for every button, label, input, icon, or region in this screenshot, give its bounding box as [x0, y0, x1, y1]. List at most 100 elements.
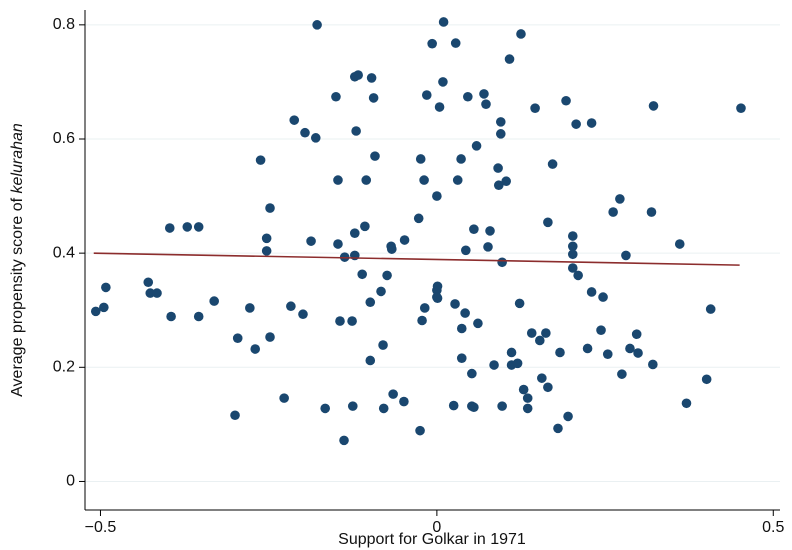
point: [516, 29, 526, 39]
point: [289, 115, 300, 125]
point: [365, 355, 376, 366]
point: [417, 315, 427, 326]
point: [353, 70, 363, 80]
point: [378, 340, 388, 350]
point: [232, 333, 243, 343]
point: [495, 129, 506, 139]
y-tick-label: 0.8: [53, 16, 75, 33]
point: [530, 103, 540, 113]
point: [582, 343, 593, 354]
point: [463, 91, 473, 102]
point: [485, 226, 495, 236]
point: [561, 95, 571, 106]
point: [543, 382, 553, 393]
point: [261, 233, 272, 244]
point: [333, 175, 343, 185]
fit-line: [93, 252, 740, 266]
point: [90, 306, 101, 317]
point: [101, 282, 111, 293]
point: [333, 239, 343, 249]
point: [522, 403, 533, 414]
point: [376, 286, 386, 297]
point: [625, 343, 635, 354]
point: [450, 38, 461, 48]
y-tick-label: 0.4: [53, 244, 75, 261]
point: [736, 103, 746, 113]
point: [370, 151, 380, 161]
point: [310, 133, 321, 143]
point: [230, 410, 240, 421]
point: [598, 292, 608, 302]
point: [427, 38, 437, 49]
point: [617, 369, 627, 379]
point: [567, 241, 578, 252]
point: [646, 207, 657, 217]
point: [518, 384, 529, 395]
point: [265, 203, 275, 213]
point: [99, 302, 109, 313]
point: [182, 222, 193, 232]
point: [357, 269, 367, 280]
point: [331, 91, 341, 102]
point: [298, 309, 308, 320]
y-tick-label: 0: [66, 473, 75, 490]
point: [349, 228, 360, 238]
point: [497, 257, 507, 268]
point: [602, 349, 613, 359]
point: [493, 180, 504, 191]
point: [648, 101, 659, 111]
point: [497, 401, 507, 411]
point: [563, 411, 573, 422]
point: [471, 141, 482, 151]
point: [514, 298, 525, 309]
y-axis-label-text: Average propensity score of: [9, 197, 26, 396]
point: [434, 102, 445, 112]
point: [460, 308, 470, 318]
point: [489, 360, 499, 370]
point: [467, 368, 477, 379]
point: [681, 398, 692, 409]
point: [537, 373, 547, 383]
y-axis-label: Average propensity score of kelurahan: [9, 123, 26, 397]
point: [388, 389, 398, 399]
point: [386, 244, 397, 254]
point: [483, 242, 493, 252]
y-tick-label: 0.6: [53, 130, 75, 147]
point: [432, 293, 443, 304]
point: [504, 54, 515, 64]
point: [555, 347, 565, 358]
point: [339, 435, 349, 446]
point: [286, 301, 296, 312]
point: [567, 249, 578, 260]
point: [415, 154, 426, 164]
point: [493, 163, 503, 173]
point: [366, 73, 377, 83]
point: [438, 77, 448, 87]
point: [501, 176, 511, 187]
point: [320, 403, 330, 414]
point: [567, 263, 578, 273]
point: [535, 335, 545, 346]
point: [621, 250, 631, 261]
point: [495, 117, 506, 127]
point: [526, 328, 537, 338]
point: [473, 318, 483, 329]
point: [378, 403, 389, 414]
point: [705, 304, 716, 314]
point: [361, 175, 372, 185]
point: [432, 191, 442, 201]
point: [633, 348, 643, 358]
point: [250, 344, 261, 354]
point: [608, 207, 618, 217]
point: [347, 316, 357, 326]
x-tick-label: 0.5: [762, 519, 784, 536]
point: [300, 127, 310, 138]
point: [648, 359, 658, 370]
point: [541, 328, 551, 338]
point: [399, 396, 409, 407]
point: [166, 311, 176, 322]
point: [255, 155, 266, 165]
point: [615, 194, 625, 204]
point: [506, 347, 517, 358]
